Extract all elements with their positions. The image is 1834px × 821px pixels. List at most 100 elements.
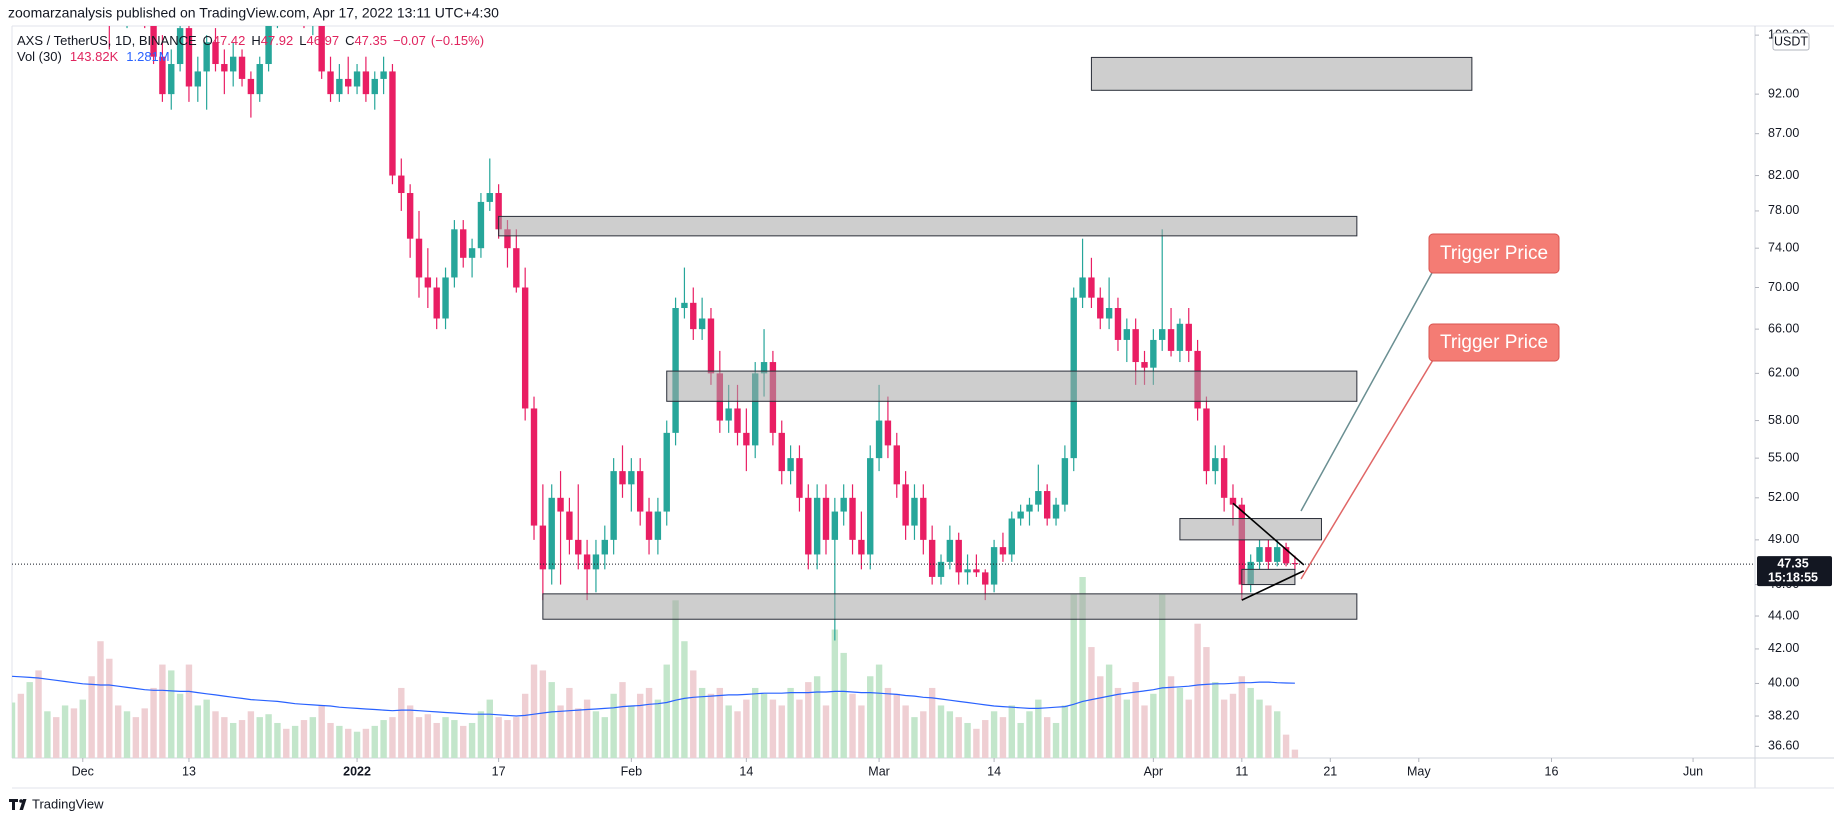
- y-tick-label: 38.20: [1768, 708, 1799, 722]
- candle-body: [1212, 458, 1219, 472]
- candle-body: [451, 229, 458, 278]
- volume-bar: [203, 699, 210, 758]
- volume-bar: [539, 670, 547, 758]
- volume-bar: [176, 693, 184, 758]
- candle-body: [477, 201, 485, 249]
- volume-bar: [973, 728, 980, 758]
- volume-bar: [787, 687, 794, 758]
- candle-body: [1203, 408, 1210, 472]
- y-tick-label: 78.00: [1768, 203, 1799, 217]
- volume-bar: [1282, 734, 1290, 758]
- volume-bar: [70, 708, 78, 758]
- candle-body: [583, 554, 591, 570]
- volume-bar: [1008, 705, 1015, 758]
- volume-bar: [752, 687, 759, 758]
- x-tick-label: 14: [739, 764, 753, 778]
- volume-bar: [1220, 699, 1228, 758]
- volume-bar: [760, 693, 768, 758]
- volume-bar: [681, 641, 688, 758]
- volume-bar: [1141, 705, 1148, 758]
- candle-body: [389, 71, 396, 176]
- candle-body: [822, 497, 830, 540]
- candle-body: [1132, 329, 1139, 363]
- candle-body: [760, 362, 768, 374]
- y-tick-label: 42.00: [1768, 641, 1799, 655]
- publish-header: zoomarzanalysis published on TradingView…: [8, 5, 499, 21]
- volume-bar: [769, 699, 777, 758]
- volume-bar: [380, 720, 387, 758]
- volume-bar: [17, 693, 25, 758]
- volume-bar: [1212, 682, 1219, 758]
- candle-body: [1114, 308, 1122, 340]
- volume-bar: [628, 705, 635, 758]
- volume-bar: [557, 705, 564, 758]
- volume-bar: [928, 687, 936, 758]
- volume-bar: [725, 705, 732, 758]
- candle-body: [398, 175, 405, 194]
- volume-bar: [893, 693, 900, 758]
- volume-legend: Vol (30) 143.82K 1.281M: [17, 49, 170, 64]
- volume-bar: [548, 682, 555, 758]
- volume-bar: [1185, 699, 1192, 758]
- volume-bar: [371, 725, 378, 758]
- volume-bar: [990, 711, 998, 758]
- candle-body: [911, 497, 918, 526]
- volume-bar: [672, 600, 679, 758]
- trend-line: [1241, 570, 1305, 601]
- volume-bar: [716, 687, 724, 758]
- candle-body: [893, 445, 900, 485]
- change-percent: (−0.15%): [431, 33, 484, 48]
- candle-body: [672, 308, 679, 433]
- candle-body: [238, 56, 246, 79]
- candle-body: [955, 539, 962, 573]
- volume-bar: [61, 705, 69, 758]
- volume-bar: [1097, 676, 1104, 758]
- volume-bar: [583, 699, 591, 758]
- candle-body: [752, 373, 759, 446]
- high-value: 47.92: [261, 33, 294, 48]
- volume-bar: [327, 722, 334, 758]
- candle-body: [849, 497, 856, 540]
- volume-bar: [88, 676, 95, 758]
- ohlc-label: H: [251, 33, 260, 48]
- callout-pointer: [1300, 270, 1434, 512]
- callout-box: [1428, 233, 1560, 274]
- volume-bar: [743, 699, 750, 758]
- candle-body: [460, 229, 467, 258]
- candle-body: [663, 432, 670, 512]
- close-value: 47.35: [354, 33, 387, 48]
- currency-badge: [1772, 32, 1810, 51]
- volume-bar: [1256, 699, 1263, 758]
- volume-bar: [1132, 682, 1139, 758]
- candle-body: [176, 28, 184, 65]
- volume-bar: [106, 658, 113, 758]
- candle-body: [424, 277, 432, 288]
- volume-bar: [999, 717, 1007, 758]
- symbol: AXS / TetherUS, 1D, BINANCE: [17, 33, 197, 48]
- candle-body: [592, 554, 600, 570]
- volume-bar: [1150, 693, 1157, 758]
- ohlc-label: L: [299, 33, 306, 48]
- y-tick-label: 40.00: [1768, 676, 1799, 690]
- candle-body: [1052, 504, 1060, 519]
- volume-bar: [601, 717, 608, 758]
- callout-pointer: [1300, 359, 1434, 580]
- candle-body: [619, 471, 626, 485]
- volume-bar: [283, 728, 290, 758]
- volume-value: 143.82K: [70, 49, 119, 64]
- candle-body: [1291, 563, 1299, 565]
- volume-bar: [415, 717, 423, 758]
- candle-body: [1097, 297, 1104, 319]
- candle-body: [787, 458, 794, 472]
- candle-body: [504, 229, 511, 249]
- candle-body: [353, 71, 361, 87]
- volume-bar: [238, 720, 246, 758]
- candle-body: [380, 71, 387, 79]
- volume-bar: [867, 676, 874, 758]
- volume-bar: [291, 725, 299, 758]
- candle-body: [654, 511, 662, 540]
- y-tick-label: 87.00: [1768, 126, 1799, 140]
- x-tick-label: Apr: [1144, 764, 1163, 778]
- candle-body: [964, 569, 971, 573]
